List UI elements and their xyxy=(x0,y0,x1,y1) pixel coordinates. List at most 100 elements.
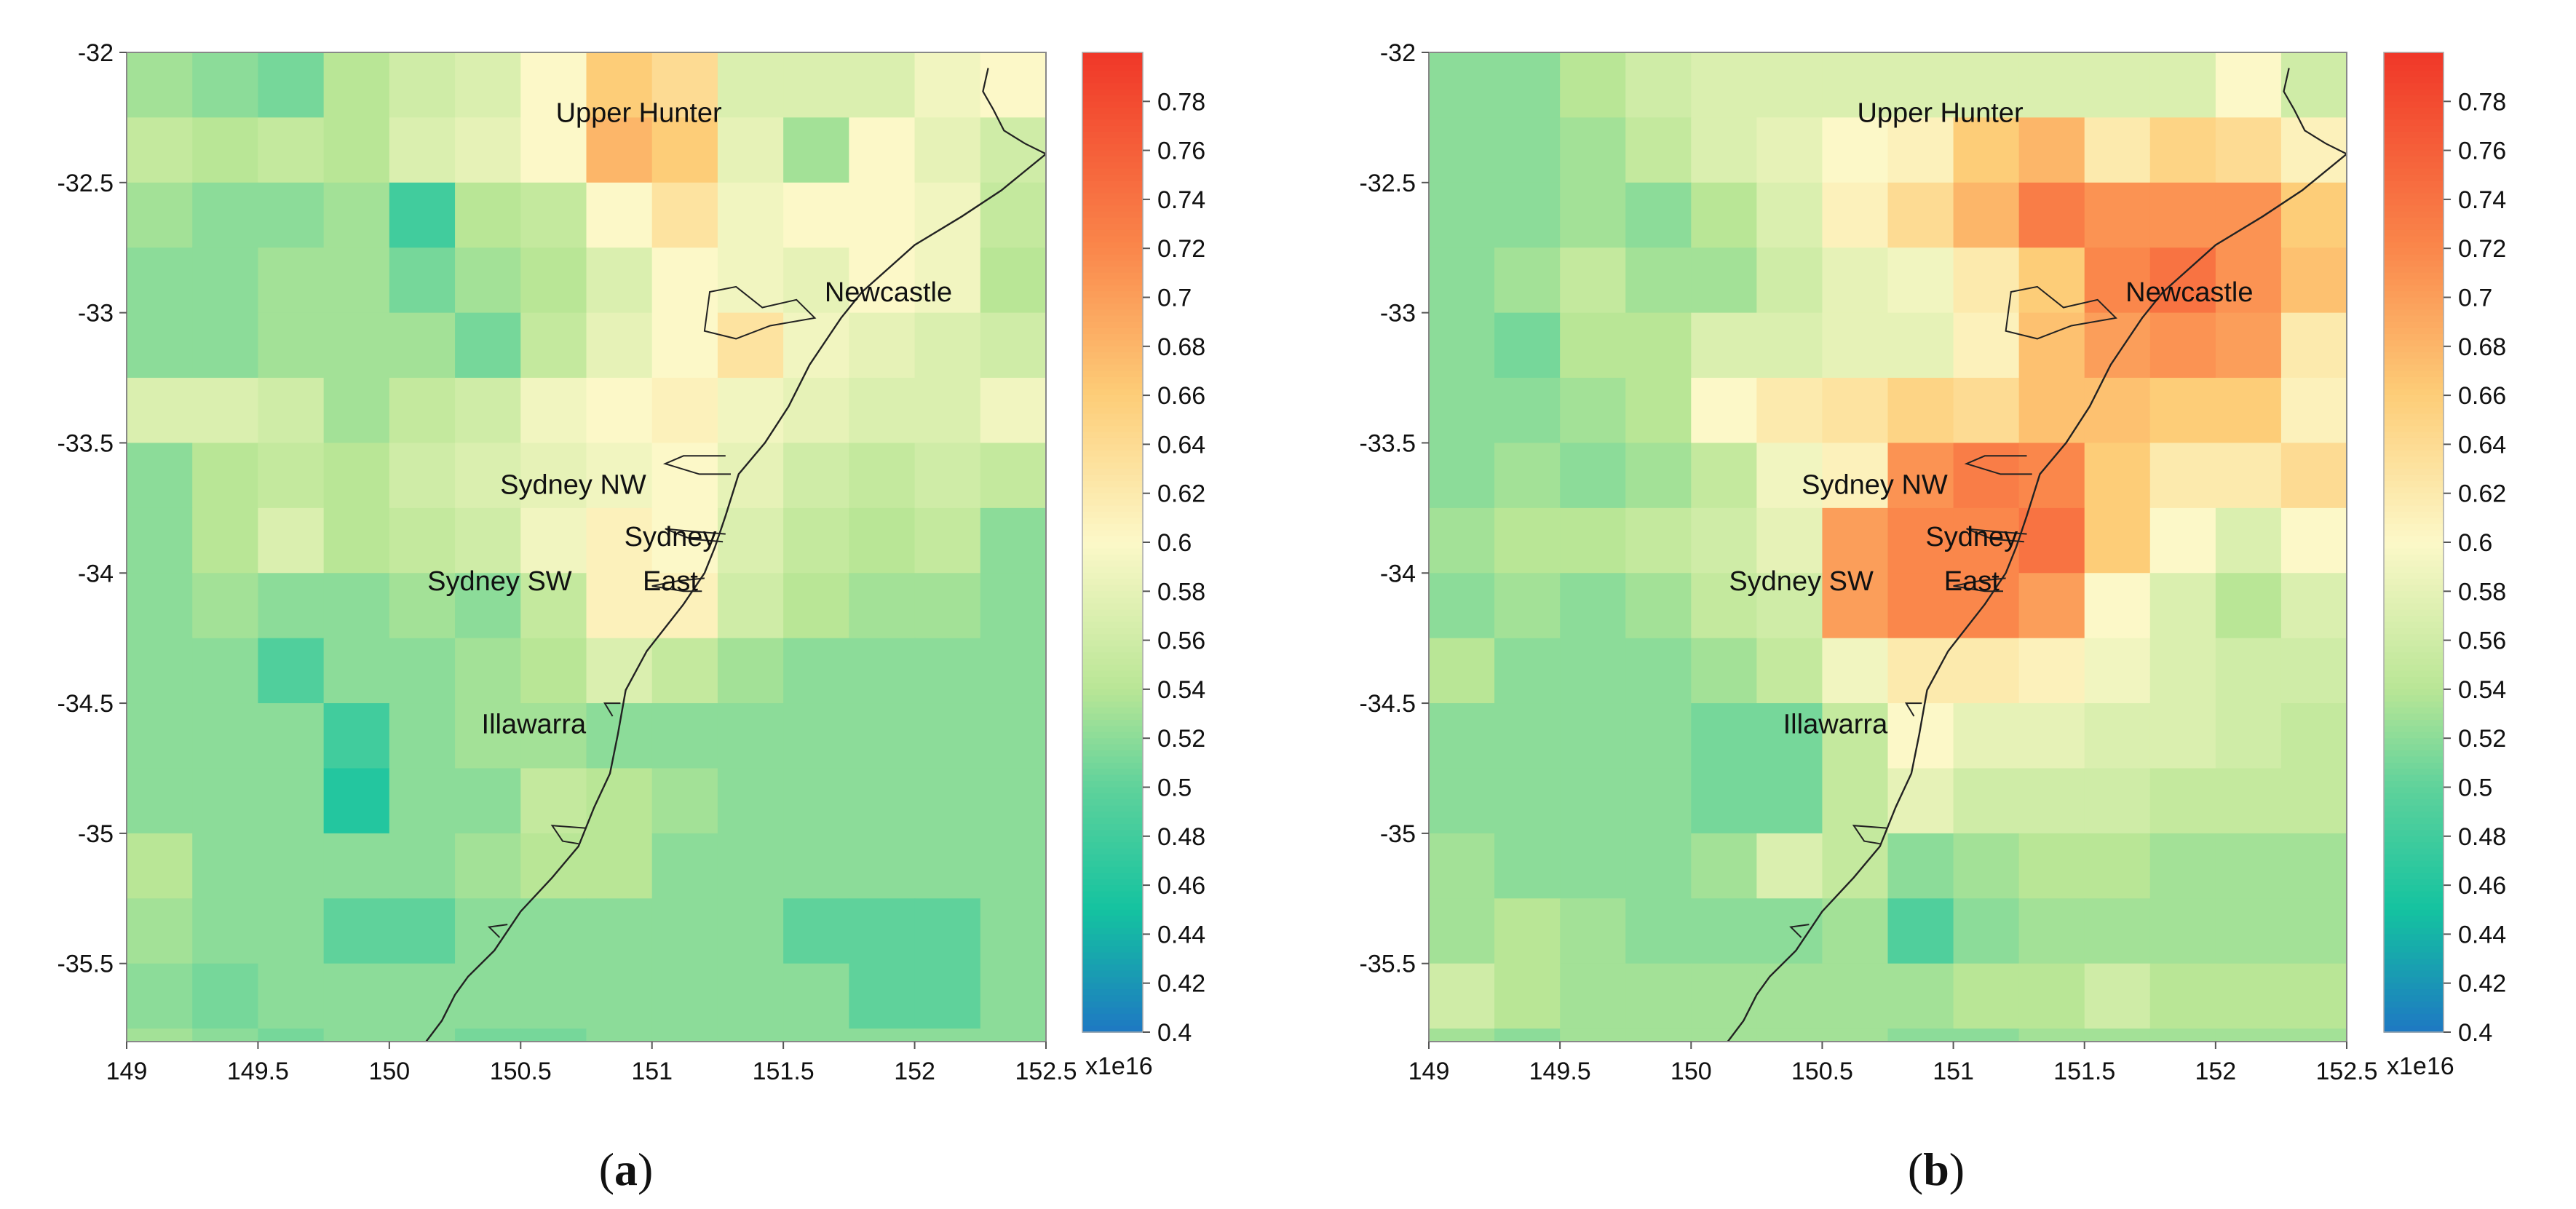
heatmap-cell xyxy=(1691,52,1757,119)
colorbar-step xyxy=(1082,560,1143,568)
colorbar-step xyxy=(2384,756,2444,764)
colorbar-tick-label: 0.62 xyxy=(2458,480,2506,508)
heatmap-cell xyxy=(1822,443,1889,509)
colorbar-step xyxy=(2384,591,2444,598)
heatmap-cell xyxy=(2280,443,2347,509)
heatmap-cell xyxy=(2018,443,2085,509)
heatmap-cell xyxy=(389,963,456,1029)
heatmap-cell xyxy=(323,768,390,834)
heatmap-cell xyxy=(1494,963,1561,1029)
colorbar-step xyxy=(2384,750,2444,758)
colorbar-step xyxy=(2384,156,2444,164)
colorbar-step xyxy=(1082,744,1143,751)
heatmap-cell xyxy=(2084,443,2151,509)
x-tick-label: 150 xyxy=(368,1058,410,1085)
heatmap-cell xyxy=(192,703,259,769)
colorbar-step xyxy=(1082,855,1143,862)
colorbar-step xyxy=(2384,132,2444,139)
heatmap-cell xyxy=(323,833,390,899)
heatmap-cell xyxy=(1494,833,1561,899)
heatmap-cell xyxy=(2280,247,2347,314)
colorbar-step xyxy=(1082,487,1143,494)
heatmap-cell xyxy=(651,247,718,314)
heatmap-cell xyxy=(1691,768,1757,834)
heatmap-cell xyxy=(717,507,784,574)
colorbar-step xyxy=(2384,383,2444,390)
heatmap-cell xyxy=(717,638,784,704)
colorbar-tick-label: 0.48 xyxy=(2458,823,2506,851)
heatmap-cell xyxy=(2280,963,2347,1029)
heatmap-cell xyxy=(914,182,981,248)
colorbar-step xyxy=(1082,333,1143,341)
colorbar-step xyxy=(2384,187,2444,194)
coastline-north xyxy=(982,68,1046,155)
colorbar-step xyxy=(2384,536,2444,543)
heatmap-cell xyxy=(586,573,653,639)
colorbar-step xyxy=(2384,138,2444,145)
colorbar-step xyxy=(2384,346,2444,354)
colorbar-tick-label: 0.58 xyxy=(2458,578,2506,606)
heatmap-cell xyxy=(849,117,916,183)
heatmap-cell xyxy=(323,963,390,1029)
heatmap-cell xyxy=(2149,1028,2216,1042)
colorbar: 0.78 0.76 0.74 0.72 0.7 0.68 0.66 0.64 0.62 0.6 0.… xyxy=(2383,52,2506,1080)
heatmap-cell xyxy=(323,443,390,509)
heatmap-cell xyxy=(2018,312,2085,378)
heatmap-cell xyxy=(2084,573,2151,639)
heatmap-cell xyxy=(2084,1028,2151,1042)
x-tick-label: 149 xyxy=(1408,1058,1450,1085)
heatmap-cell xyxy=(192,117,259,183)
heatmap-cell xyxy=(1887,898,1954,964)
colorbar-step xyxy=(2384,873,2444,880)
colorbar-step xyxy=(2384,266,2444,274)
colorbar-step xyxy=(2384,175,2444,182)
colorbar-step xyxy=(2384,58,2444,66)
heatmap-cell xyxy=(1691,378,1757,444)
colorbar-step xyxy=(2384,952,2444,959)
heatmap-cell xyxy=(2280,312,2347,378)
heatmap-cell xyxy=(717,117,784,183)
colorbar-step xyxy=(1082,530,1143,537)
heatmap-cell xyxy=(651,833,718,899)
heatmap-cell xyxy=(1756,182,1823,248)
heatmap-cell xyxy=(2018,117,2085,183)
colorbar-step xyxy=(1082,505,1143,512)
colorbar-step xyxy=(1082,732,1143,739)
heatmap-cell xyxy=(389,768,456,834)
colorbar-step xyxy=(1082,897,1143,905)
colorbar-step xyxy=(2384,597,2444,604)
colorbar-step xyxy=(1082,554,1143,562)
colorbar: 0.78 0.76 0.74 0.72 0.7 0.68 0.66 0.64 0.62 0.6 0.… xyxy=(1082,52,1205,1080)
heatmap-cell xyxy=(520,638,587,704)
colorbar-step xyxy=(1082,762,1143,770)
heatmap-cell xyxy=(520,378,587,444)
colorbar-step xyxy=(1082,591,1143,598)
colorbar-step xyxy=(2384,89,2444,96)
heatmap-cell xyxy=(2215,117,2282,183)
heatmap-cell xyxy=(1625,507,1692,574)
colorbar-step xyxy=(1082,383,1143,390)
heatmap-cell xyxy=(2149,898,2216,964)
colorbar-step xyxy=(1082,597,1143,604)
colorbar-step xyxy=(1082,713,1143,721)
heatmap-cell xyxy=(1625,898,1692,964)
colorbar-step xyxy=(2384,916,2444,923)
colorbar-step xyxy=(2384,805,2444,812)
heatmap-cell xyxy=(1625,1028,1692,1042)
heatmap-cell xyxy=(2215,443,2282,509)
colorbar-step xyxy=(1082,297,1143,304)
heatmap-cell xyxy=(258,833,325,899)
colorbar-step xyxy=(1082,719,1143,727)
heatmap-cell xyxy=(127,1028,193,1042)
colorbar-step xyxy=(1082,738,1143,745)
colorbar-step xyxy=(2384,352,2444,360)
heatmap-cell xyxy=(1822,898,1889,964)
heatmap-cell xyxy=(1756,378,1823,444)
heatmap-cell xyxy=(1429,443,1495,509)
map-panel-b: 149 149.5 150 150.5 151 151.5 152 152.5 -32 -32.5… xyxy=(1360,39,2507,1195)
heatmap-cell xyxy=(980,507,1046,574)
colorbar-step xyxy=(2384,328,2444,335)
heatmap-cell xyxy=(455,378,521,444)
heatmap-cell xyxy=(651,638,718,704)
heatmap-cell xyxy=(980,443,1046,509)
